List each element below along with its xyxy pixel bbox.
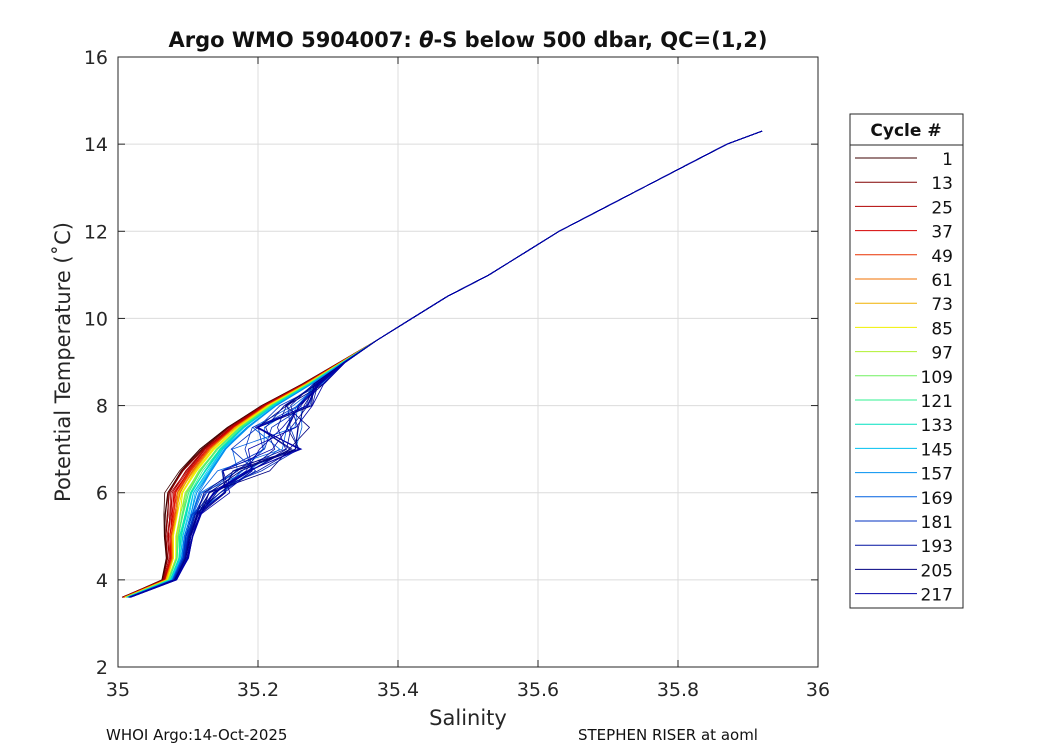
legend-label-157: 157 [921,465,953,485]
legend-label-133: 133 [921,416,953,436]
legend-box [849,113,964,609]
y-tick-label: 16 [84,47,108,69]
legend: Cycle # 1 13 25 37 49 61 73 85 97 109 121 133 145 157… [849,113,964,609]
legend-label-25: 25 [931,198,953,218]
legend-label-193: 193 [921,537,953,557]
legend-title: Cycle # [870,121,941,141]
y-tick-label: 12 [84,221,108,243]
legend-label-73: 73 [931,295,953,315]
x-tick-label: 35.6 [517,679,559,701]
grid-lines [118,57,818,667]
profile-line-cycle-217 [130,130,763,598]
legend-label-145: 145 [921,440,953,460]
legend-label-13: 13 [931,174,953,194]
y-tick-label: 14 [84,134,108,156]
plot-frame [117,56,819,668]
x-tick-label: 35 [106,679,130,701]
legend-label-205: 205 [921,561,953,581]
chart-title: Argo WMO 5904007: θ-S below 500 dbar, QC… [168,28,767,52]
profile-lines [121,130,763,598]
x-tick-label: 35.8 [657,679,699,701]
x-tick-label: 35.2 [237,679,279,701]
legend-label-97: 97 [931,344,953,364]
footer-source: WHOI Argo:14-Oct-2025 [106,726,288,744]
x-axis-label: Salinity [429,706,507,730]
legend-label-49: 49 [931,247,953,267]
legend-label-121: 121 [921,392,953,412]
y-tick-label: 6 [96,483,108,505]
axis-ticks: 35 35.2 35.4 35.6 35.8 36 2 4 6 8 10 12 14 16 [84,47,830,701]
plot-area [118,57,818,667]
x-tick-label: 36 [806,679,830,701]
legend-label-85: 85 [931,319,953,339]
y-tick-label: 10 [84,308,108,330]
footer-credit: STEPHEN RISER at aoml [578,726,758,744]
legend-label-217: 217 [921,586,953,606]
legend-label-169: 169 [921,489,953,509]
y-tick-label: 4 [96,570,108,592]
y-tick-label: 8 [96,396,108,418]
y-axis-label: Potential Temperature (˚C) [51,222,75,502]
legend-label-37: 37 [931,223,953,243]
legend-label-181: 181 [921,513,953,533]
x-tick-label: 35.4 [377,679,419,701]
legend-label-1: 1 [942,150,953,170]
legend-label-109: 109 [921,368,953,388]
legend-label-61: 61 [931,271,953,291]
y-tick-label: 2 [96,657,108,679]
legend-items: 1 13 25 37 49 61 73 85 97 109 121 133 145 157 169 181 19… [855,150,953,606]
